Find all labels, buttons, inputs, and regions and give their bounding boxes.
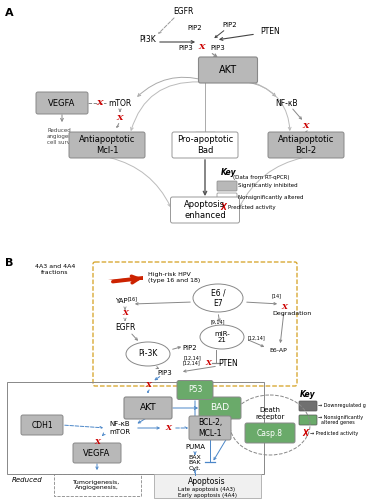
Text: A: A xyxy=(5,8,14,18)
Text: BAD: BAD xyxy=(210,404,229,412)
Text: P53: P53 xyxy=(188,386,202,394)
FancyBboxPatch shape xyxy=(36,92,88,114)
Text: Reduced: Reduced xyxy=(12,477,43,483)
Text: Nonsignificantly altered: Nonsignificantly altered xyxy=(238,196,303,200)
FancyBboxPatch shape xyxy=(245,423,295,443)
Text: → Nonsignificantly
  altered genes: → Nonsignificantly altered genes xyxy=(318,414,363,426)
FancyBboxPatch shape xyxy=(199,397,241,419)
Text: (Data from RT-qPCR): (Data from RT-qPCR) xyxy=(233,175,290,180)
Text: Antiapoptotic
Mcl-1: Antiapoptotic Mcl-1 xyxy=(79,136,135,154)
Text: X: X xyxy=(145,381,151,389)
Text: X: X xyxy=(303,122,309,130)
Ellipse shape xyxy=(193,284,243,312)
Text: VEGFA: VEGFA xyxy=(83,448,111,458)
Text: Predicted activity: Predicted activity xyxy=(228,206,276,210)
FancyBboxPatch shape xyxy=(299,415,317,425)
Text: X: X xyxy=(281,303,287,311)
Text: PTEN: PTEN xyxy=(260,28,280,36)
Text: Tumorigenesis,
Angiogenesis,: Tumorigenesis, Angiogenesis, xyxy=(73,480,121,490)
Text: PIP2: PIP2 xyxy=(223,22,237,28)
Text: X: X xyxy=(199,43,205,51)
Text: X: X xyxy=(165,424,171,432)
Ellipse shape xyxy=(126,342,170,366)
Text: High-risk HPV
(type 16 and 18): High-risk HPV (type 16 and 18) xyxy=(148,272,200,283)
FancyBboxPatch shape xyxy=(171,197,239,223)
Text: [12,14]: [12,14] xyxy=(248,336,266,340)
Text: X: X xyxy=(94,438,100,446)
Text: → Downregulated genes: → Downregulated genes xyxy=(318,404,366,408)
Text: → Predicted activity: → Predicted activity xyxy=(310,432,358,436)
Text: [16]: [16] xyxy=(128,296,138,302)
Text: PIP3: PIP3 xyxy=(179,45,193,51)
Polygon shape xyxy=(108,276,143,280)
FancyBboxPatch shape xyxy=(154,474,261,498)
Text: Antiapoptotic
Bcl-2: Antiapoptotic Bcl-2 xyxy=(278,136,334,154)
Text: Degradation: Degradation xyxy=(272,310,311,316)
Text: miR-
21: miR- 21 xyxy=(214,330,230,344)
Text: AKT: AKT xyxy=(140,404,156,412)
Text: [12,14]: [12,14] xyxy=(183,360,201,366)
Text: Pi-3K: Pi-3K xyxy=(138,350,158,358)
Text: YAP: YAP xyxy=(115,298,128,304)
Text: PIP2: PIP2 xyxy=(188,25,202,31)
Text: PIP3: PIP3 xyxy=(158,370,172,376)
Text: PUMA: PUMA xyxy=(185,444,205,450)
FancyBboxPatch shape xyxy=(217,181,237,191)
Text: X: X xyxy=(122,309,128,317)
Text: BAX
BAK
Cyt.: BAX BAK Cyt. xyxy=(188,454,201,471)
Text: Significantly inhibited: Significantly inhibited xyxy=(238,184,298,188)
Text: EGFR: EGFR xyxy=(173,8,193,16)
FancyBboxPatch shape xyxy=(124,397,172,419)
Text: BCL-2,
MCL-1: BCL-2, MCL-1 xyxy=(198,418,222,438)
Text: Casp.8: Casp.8 xyxy=(257,428,283,438)
Text: X: X xyxy=(117,114,123,122)
Text: VEGFA: VEGFA xyxy=(48,98,76,108)
FancyBboxPatch shape xyxy=(268,132,344,158)
Text: NF-κB
mTOR: NF-κB mTOR xyxy=(109,422,131,434)
Text: PTEN: PTEN xyxy=(218,358,238,368)
Text: NF-κB: NF-κB xyxy=(276,98,298,108)
Text: mTOR: mTOR xyxy=(108,98,132,108)
Text: Pro-apoptotic
Bad: Pro-apoptotic Bad xyxy=(177,136,233,154)
Text: [12,14]: [12,14] xyxy=(183,356,201,360)
FancyBboxPatch shape xyxy=(69,132,145,158)
Text: B: B xyxy=(5,258,14,268)
Ellipse shape xyxy=(200,325,244,349)
FancyBboxPatch shape xyxy=(21,415,63,435)
FancyBboxPatch shape xyxy=(73,443,121,463)
Text: CDH1: CDH1 xyxy=(31,420,53,430)
Text: E6 /
E7: E6 / E7 xyxy=(211,288,225,308)
FancyBboxPatch shape xyxy=(299,401,317,411)
Text: [14]: [14] xyxy=(272,294,282,298)
Text: Early apoptosis (4A4): Early apoptosis (4A4) xyxy=(178,492,236,498)
Text: 4A3 and 4A4
fractions: 4A3 and 4A4 fractions xyxy=(35,264,75,275)
Text: PIP2: PIP2 xyxy=(183,345,197,351)
Text: X: X xyxy=(205,359,211,367)
Text: Death
receptor: Death receptor xyxy=(255,406,285,420)
Text: [9,14]: [9,14] xyxy=(211,320,225,324)
Text: EGFR: EGFR xyxy=(115,324,135,332)
FancyBboxPatch shape xyxy=(189,416,231,440)
FancyBboxPatch shape xyxy=(198,57,258,83)
FancyBboxPatch shape xyxy=(217,193,237,203)
FancyBboxPatch shape xyxy=(172,132,238,158)
Text: E6-AP: E6-AP xyxy=(269,348,287,352)
Text: Apoptosis
enhanced: Apoptosis enhanced xyxy=(184,200,226,220)
Text: Late apoptosis (4A3): Late apoptosis (4A3) xyxy=(179,486,236,492)
Text: AKT: AKT xyxy=(219,65,237,75)
Text: PIP3: PIP3 xyxy=(210,45,225,51)
Text: X: X xyxy=(302,430,308,438)
Text: X: X xyxy=(97,99,103,107)
Text: X: X xyxy=(220,204,226,212)
Text: Apoptosis: Apoptosis xyxy=(188,476,226,486)
FancyBboxPatch shape xyxy=(177,380,213,400)
Text: PI3K: PI3K xyxy=(139,34,156,43)
Text: Key: Key xyxy=(221,168,237,177)
Text: Reduced
angiogenesis,
cell survival: Reduced angiogenesis, cell survival xyxy=(47,128,85,144)
Text: Key: Key xyxy=(300,390,315,399)
